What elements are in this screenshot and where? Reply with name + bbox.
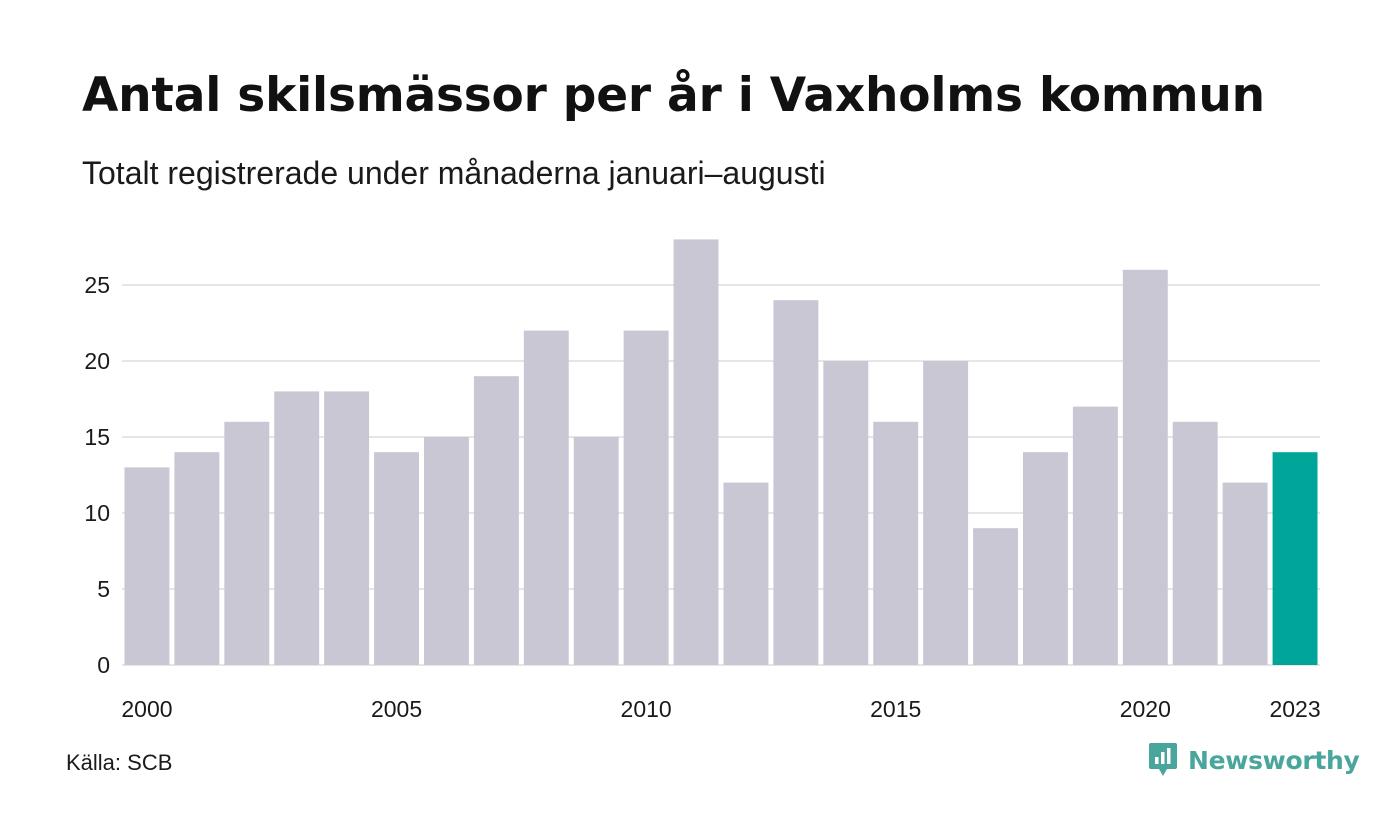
bar-2019 [1072, 406, 1118, 665]
bar-chart: 0 5 10 15 20 25 2000 2005 2010 2015 2020 2023 [84, 239, 1321, 722]
bar-2004 [324, 391, 370, 665]
bar-2008 [523, 330, 569, 665]
bar-2011 [673, 239, 719, 665]
x-tick-label: 2000 [121, 696, 172, 722]
source-label: Källa: SCB [66, 750, 173, 775]
brand-name: Newsworthy [1188, 745, 1360, 775]
newsworthy-logo-icon [1149, 743, 1177, 776]
y-tick-label: 15 [84, 424, 110, 450]
x-tick-label: 2015 [870, 696, 921, 722]
bar-2010 [623, 330, 669, 665]
y-tick-label: 25 [84, 272, 110, 298]
grid-lines [122, 284, 1320, 666]
bar-2000 [124, 467, 170, 665]
x-tick-label: 2023 [1269, 696, 1320, 722]
bar-2015 [873, 421, 919, 665]
y-tick-label: 10 [84, 500, 110, 526]
bar-2023 [1272, 452, 1318, 665]
bar-2009 [573, 437, 619, 665]
bar-2003 [274, 391, 320, 665]
y-tick-label: 20 [84, 348, 110, 374]
x-tick-label: 2020 [1120, 696, 1171, 722]
bar-2017 [973, 528, 1018, 665]
bar-2007 [473, 376, 519, 665]
y-tick-label: 0 [97, 652, 110, 678]
chart-subtitle: Totalt registrerade under månaderna janu… [82, 155, 826, 191]
bars [124, 239, 1318, 665]
y-tick-label: 5 [97, 576, 110, 602]
bar-2020 [1122, 269, 1168, 665]
bar-2002 [224, 421, 270, 665]
y-axis-ticks: 0 5 10 15 20 25 [84, 272, 110, 678]
bar-2014 [823, 361, 869, 665]
bar-2005 [374, 452, 419, 665]
bar-2021 [1172, 421, 1218, 665]
bar-2013 [773, 300, 819, 665]
bar-2022 [1222, 482, 1268, 665]
bar-2018 [1023, 452, 1068, 665]
bar-2012 [723, 482, 769, 665]
x-tick-label: 2005 [371, 696, 422, 722]
chart-title: Antal skilsmässor per år i Vaxholms komm… [82, 68, 1265, 123]
x-tick-label: 2010 [621, 696, 672, 722]
x-axis-ticks: 2000 2005 2010 2015 2020 2023 [121, 696, 1320, 722]
bar-2006 [424, 437, 469, 665]
bar-2001 [174, 452, 220, 665]
bar-2016 [923, 361, 969, 665]
brand-logo: Newsworthy [1148, 742, 1360, 778]
